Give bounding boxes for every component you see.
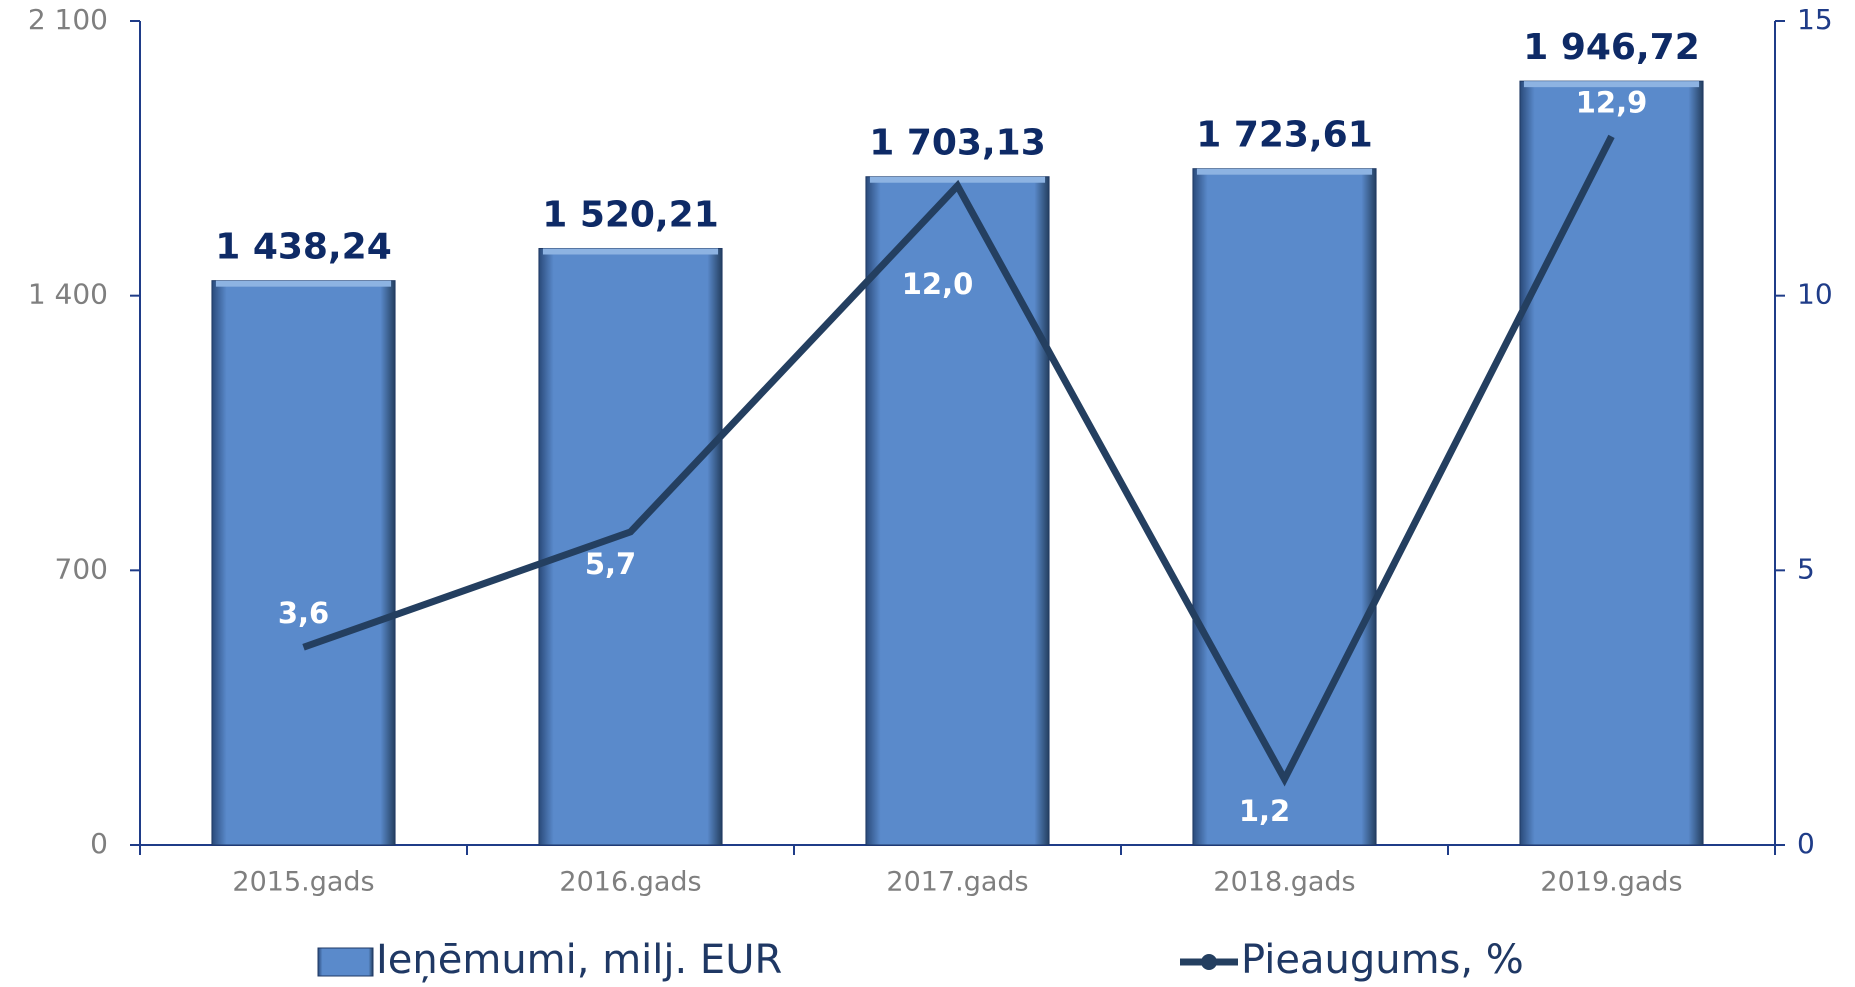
bar — [538, 247, 723, 846]
bar-top — [1523, 81, 1700, 88]
x-tick-label: 2018.gads — [1213, 867, 1355, 898]
bar-label: 1 520,21 — [542, 194, 719, 235]
line-label: 12,9 — [1576, 85, 1648, 119]
bar-top — [1196, 168, 1373, 175]
bar — [865, 176, 1050, 846]
x-tick-label: 2017.gads — [886, 867, 1028, 898]
bar — [1192, 168, 1377, 846]
y2-tick-label: 15 — [1797, 3, 1833, 36]
line — [302, 134, 1615, 787]
bar-top — [542, 248, 719, 255]
legend-swatch — [1201, 954, 1217, 970]
legend-swatch — [317, 947, 374, 977]
bar-label: 1 438,24 — [215, 227, 392, 268]
legend-label: Pieaugums, % — [1241, 937, 1524, 983]
x-tick-label: 2015.gads — [232, 867, 374, 898]
y-tick-label: 1 400 — [28, 278, 108, 311]
bar-label: 1 946,72 — [1523, 27, 1700, 68]
line-label: 5,7 — [585, 547, 636, 581]
x-tick-label: 2016.gads — [559, 867, 701, 898]
y2-tick-label: 10 — [1797, 278, 1833, 311]
bar — [1519, 80, 1704, 846]
y2-tick-label: 0 — [1797, 827, 1815, 860]
y-tick-label: 700 — [55, 552, 108, 585]
legend-label: Ieņēmumi, milj. EUR — [376, 937, 782, 983]
y-tick-label: 0 — [90, 827, 108, 860]
y-tick-label: 2 100 — [28, 3, 108, 36]
line-label: 12,0 — [902, 267, 974, 301]
bar-top — [869, 176, 1046, 183]
bar-label: 1 723,61 — [1196, 115, 1373, 156]
line-label: 1,2 — [1239, 794, 1290, 828]
bar — [211, 280, 396, 846]
bar-label: 1 703,13 — [869, 123, 1046, 164]
bar-top — [215, 280, 392, 287]
x-tick-label: 2019.gads — [1540, 867, 1682, 898]
line-label: 3,6 — [278, 596, 329, 630]
y2-tick-label: 5 — [1797, 552, 1815, 585]
